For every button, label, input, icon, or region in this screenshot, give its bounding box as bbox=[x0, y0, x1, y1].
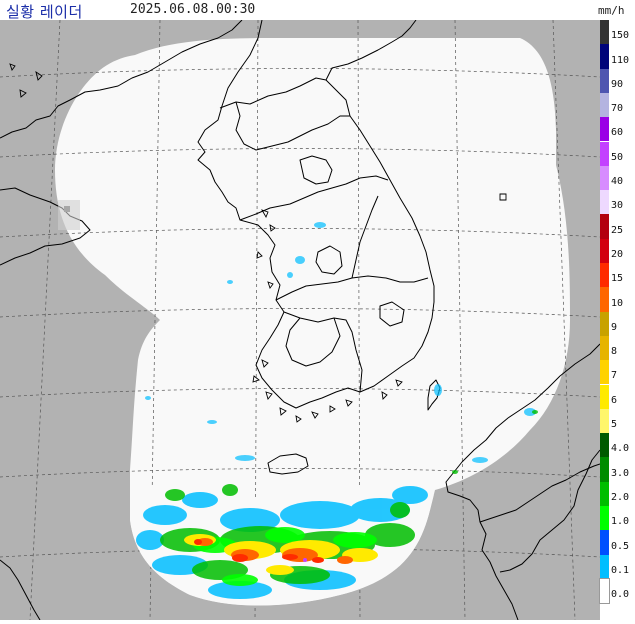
legend-swatch bbox=[600, 44, 609, 69]
legend-item: 8 bbox=[600, 335, 635, 361]
legend-swatch bbox=[599, 577, 610, 605]
legend-label: 10 bbox=[611, 297, 624, 309]
legend-label: 60 bbox=[611, 127, 624, 139]
legend-label: 2.0 bbox=[611, 491, 630, 503]
legend-label: 0.1 bbox=[611, 564, 630, 576]
legend-swatch bbox=[600, 238, 609, 263]
legend-swatch bbox=[600, 287, 609, 312]
radar-echoes bbox=[130, 222, 538, 606]
legend-swatch bbox=[600, 117, 609, 142]
legend-label: 8 bbox=[611, 346, 618, 358]
legend-item: 0.5 bbox=[600, 530, 635, 555]
legend-swatch bbox=[600, 408, 609, 434]
legend-label: 25 bbox=[611, 224, 624, 236]
legend-swatch bbox=[600, 68, 609, 93]
legend-item: 90 bbox=[600, 68, 635, 93]
legend-swatch bbox=[600, 530, 609, 555]
legend-swatch bbox=[600, 433, 609, 458]
legend-label: 90 bbox=[611, 78, 624, 90]
legend-item: 9 bbox=[600, 311, 635, 336]
legend-label: 4.0 bbox=[611, 443, 630, 455]
legend-item: 5 bbox=[600, 408, 635, 434]
legend-item: 0.0 bbox=[599, 577, 635, 605]
legend-label: 0.5 bbox=[611, 540, 630, 552]
legend-swatch bbox=[600, 190, 609, 215]
legend-swatch bbox=[600, 141, 609, 166]
legend-label: 30 bbox=[611, 200, 624, 212]
legend-item: 30 bbox=[600, 190, 635, 215]
legend-label: 7 bbox=[611, 370, 618, 382]
legend-item: 150 bbox=[600, 20, 635, 45]
legend-swatch bbox=[600, 335, 609, 361]
legend-item: 7 bbox=[600, 360, 635, 385]
legend-swatch bbox=[600, 554, 609, 579]
legend-item: 2.0 bbox=[600, 481, 635, 506]
jeju-island bbox=[267, 453, 309, 475]
legend-item: 6 bbox=[600, 384, 635, 409]
legend-swatch bbox=[600, 20, 609, 45]
legend-item: 60 bbox=[600, 117, 635, 142]
legend-label: 1.0 bbox=[611, 516, 630, 528]
legend-swatch bbox=[600, 214, 609, 239]
legend-swatch bbox=[600, 506, 609, 531]
legend-label: 9 bbox=[611, 321, 618, 333]
legend-item: 4.0 bbox=[600, 433, 635, 458]
clutter-echoes bbox=[58, 200, 80, 230]
legend-swatch bbox=[600, 360, 609, 385]
radar-map-canvas bbox=[0, 19, 601, 621]
coastal-islands bbox=[9, 63, 507, 423]
legend-item: 50 bbox=[600, 141, 635, 166]
legend-label: 6 bbox=[611, 394, 618, 406]
legend-label: 20 bbox=[611, 248, 624, 260]
legend-label: 5 bbox=[611, 419, 618, 431]
precipitation-legend: 150 110 90 70 60 50 40 30 25 20 15 10 9 8 7 6 5 4.0 3.0 2.0… bbox=[599, 20, 635, 605]
legend-label: 3.0 bbox=[611, 467, 630, 479]
legend-item: 110 bbox=[600, 44, 635, 69]
legend-label: 150 bbox=[611, 30, 630, 42]
legend-item: 20 bbox=[600, 238, 635, 263]
legend-item: 15 bbox=[600, 263, 635, 288]
legend-label: 0.0 bbox=[611, 589, 630, 601]
legend-item: 3.0 bbox=[600, 457, 635, 482]
legend-swatch bbox=[600, 457, 609, 482]
legend-label: 70 bbox=[611, 103, 624, 115]
legend-item: 0.1 bbox=[600, 554, 635, 579]
legend-swatch bbox=[600, 263, 609, 288]
legend-label: 110 bbox=[611, 54, 630, 66]
legend-label: 50 bbox=[611, 151, 624, 163]
legend-swatch bbox=[600, 311, 609, 336]
legend-item: 40 bbox=[600, 165, 635, 191]
legend-swatch bbox=[600, 165, 609, 191]
legend-item: 25 bbox=[600, 214, 635, 239]
page-title: 실황 레이더 bbox=[6, 3, 83, 21]
coastlines bbox=[0, 19, 601, 621]
legend-label: 15 bbox=[611, 273, 624, 285]
radar-coverage-area bbox=[55, 38, 570, 606]
legend-unit: mm/h bbox=[598, 4, 625, 17]
radar-map[interactable] bbox=[0, 19, 601, 621]
legend-item: 10 bbox=[600, 287, 635, 312]
legend-swatch bbox=[600, 92, 609, 118]
header-bar: 실황 레이더 2025.06.08.00:30 mm/h bbox=[0, 0, 635, 21]
legend-swatch bbox=[600, 384, 609, 409]
legend-item: 70 bbox=[600, 92, 635, 118]
legend-swatch bbox=[600, 481, 609, 506]
observation-timestamp: 2025.06.08.00:30 bbox=[130, 2, 256, 17]
legend-label: 40 bbox=[611, 176, 624, 188]
legend-item: 1.0 bbox=[600, 506, 635, 531]
